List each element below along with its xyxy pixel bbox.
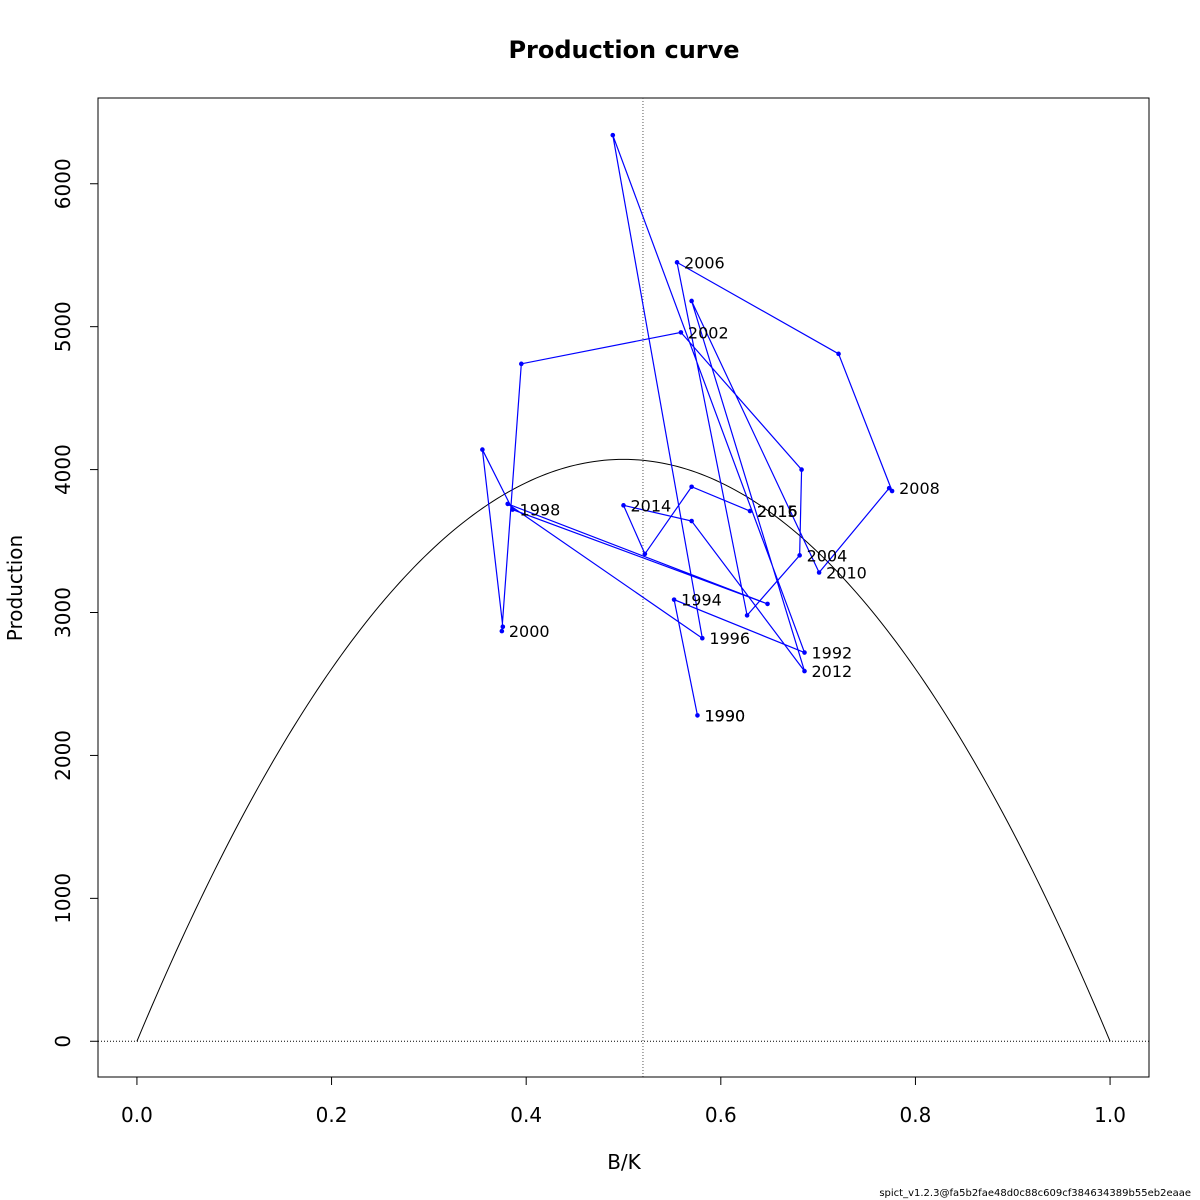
chart-title: Production curve [508,36,739,64]
trajectory-point [765,601,770,607]
trajectory-point [689,298,694,304]
year-label: 2014 [631,496,672,515]
y-axis: 0 1000 2000 3000 4000 5000 6000 [51,158,99,1048]
year-label: 2008 [899,479,940,498]
trajectory-point [499,628,505,634]
footer-version: spict_v1.2.3@fa5b2fae48d0c88c609cf384634… [879,1188,1191,1199]
y-tick-label: 4000 [51,444,75,495]
year-label: 1990 [704,706,745,725]
trajectory-point [480,447,485,452]
year-label: 2000 [509,622,550,641]
year-label: 2015 [757,502,798,521]
production-curve [136,458,1111,1042]
trajectory-point [799,467,804,472]
x-tick-label: 0.2 [316,1103,348,1127]
trajectory-point [816,570,822,575]
year-label: 2016 [757,502,798,521]
trajectory-point [519,361,524,367]
trajectory-point [671,597,677,602]
trajectory-point [510,507,515,512]
trajectory-point [621,503,626,508]
x-tick-label: 0.6 [705,1103,737,1127]
trajectory-point [689,518,694,524]
year-labels: 1990199019921994199619982000200220042006… [509,253,940,725]
trajectory-point [678,330,684,335]
trajectory-point [747,508,753,514]
year-label: 1990 [704,706,745,725]
trajectory-line [481,134,893,716]
trajectory-point [674,260,680,265]
y-tick-label: 6000 [51,158,75,209]
x-tick-label: 0.0 [121,1103,153,1127]
x-tick-label: 0.8 [900,1103,932,1127]
trajectory-point [797,553,802,558]
trajectory-point [802,668,807,674]
x-axis-label: B/K [607,1150,641,1174]
trajectory-series [480,132,895,718]
trajectory-point [889,488,895,494]
y-axis-label: Production [3,535,27,641]
trajectory-point [610,132,616,138]
year-label: 1992 [812,644,853,663]
year-label: 2006 [684,253,725,272]
trajectory-point [836,351,841,357]
plot-frame [97,97,1150,1078]
trajectory-point [886,485,892,491]
y-tick-label: 0 [51,1035,75,1048]
year-label: 1998 [520,501,561,520]
year-label: 2012 [812,662,853,681]
year-label: 1996 [709,629,750,648]
reference-lines [98,98,1149,1077]
y-tick-label: 5000 [51,301,75,352]
trajectory-point [695,713,700,718]
trajectory-point [500,624,506,630]
year-label: 2004 [807,546,848,565]
x-tick-label: 0.4 [510,1103,542,1127]
trajectory-point [505,501,510,507]
trajectory-point [689,484,694,490]
y-tick-label: 2000 [51,730,75,781]
y-tick-label: 3000 [51,587,75,638]
year-label: 2010 [826,563,867,582]
y-tick-label: 1000 [51,873,75,924]
x-axis: 0.0 0.2 0.4 0.6 0.8 1.0 [121,1076,1126,1127]
year-label: 2002 [688,323,729,342]
trajectory-point [744,613,750,618]
trajectory-point [642,551,648,557]
x-tick-label: 1.0 [1094,1103,1126,1127]
trajectory-point [802,650,807,655]
year-label: 1994 [681,591,722,610]
trajectory-point [700,635,705,641]
